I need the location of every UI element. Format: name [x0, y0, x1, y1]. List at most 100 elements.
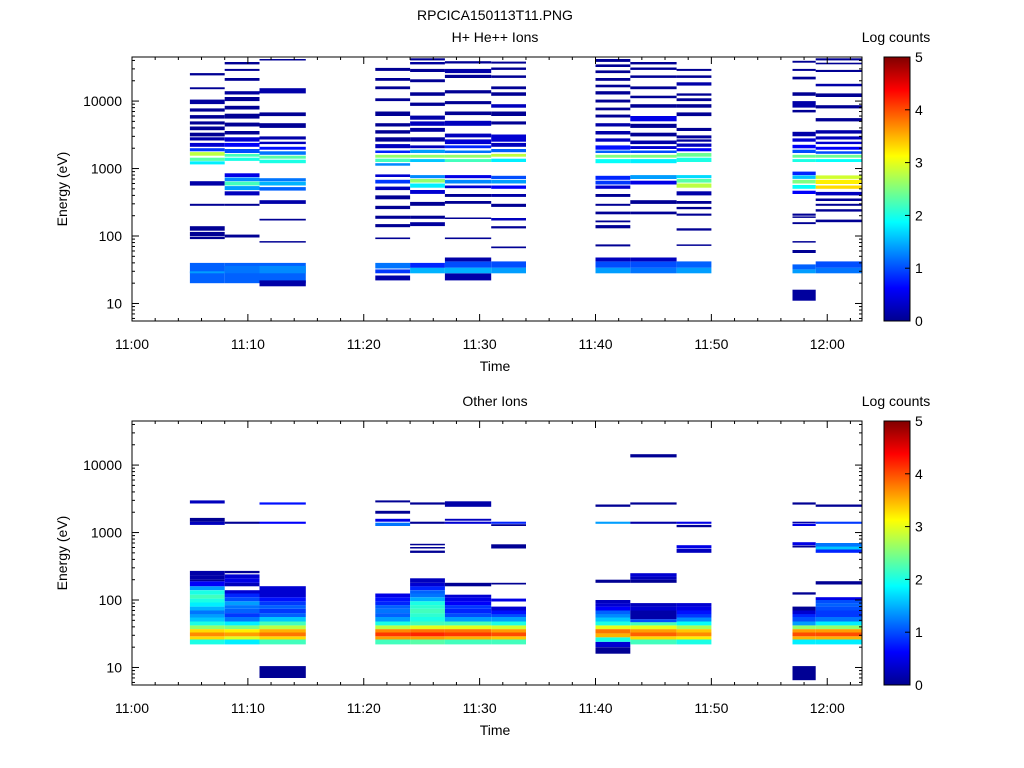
heatmap-cell	[189, 121, 225, 125]
heatmap-cell	[410, 58, 445, 61]
heatmap-cell	[491, 582, 526, 585]
heatmap-cell	[630, 632, 677, 637]
heatmap-cell	[815, 521, 862, 524]
heatmap-cell	[676, 104, 712, 108]
heatmap-cell	[224, 617, 260, 622]
x-tick-label: 11:00	[115, 336, 149, 352]
colorbar-label: Log counts	[862, 29, 931, 45]
heatmap-cell	[259, 629, 306, 633]
heatmap-cell	[676, 201, 712, 204]
heatmap-cell	[224, 601, 260, 606]
heatmap-cell	[491, 636, 526, 640]
heatmap-cell	[189, 621, 225, 626]
figure-title: RPCICA150113T11.PNG	[417, 7, 573, 23]
heatmap-cell	[444, 613, 492, 617]
heatmap-cell	[444, 621, 492, 626]
heatmap-cell	[189, 161, 225, 165]
heatmap-cell	[595, 610, 631, 615]
heatmap-cell	[224, 62, 260, 65]
heatmap-cell	[491, 67, 526, 70]
heatmap-cell	[189, 639, 225, 645]
heatmap-cell	[224, 173, 260, 177]
heatmap-cell	[375, 500, 411, 503]
heatmap-cell	[595, 603, 631, 607]
heatmap-cell	[375, 67, 411, 71]
heatmap-cell	[595, 78, 631, 81]
heatmap-cell	[815, 610, 862, 615]
heatmap-cell	[792, 109, 816, 113]
heatmap-cell	[224, 265, 260, 274]
heatmap-cell	[630, 62, 677, 65]
heatmap-cell	[224, 105, 260, 110]
heatmap-cell	[189, 115, 225, 119]
heatmap-cell	[792, 185, 816, 189]
heatmap-cell	[676, 603, 712, 607]
x-tick-label: 11:10	[231, 336, 265, 352]
heatmap-cell	[630, 95, 677, 99]
heatmap-cell	[224, 582, 260, 587]
heatmap-cell	[630, 180, 677, 185]
heatmap-cell	[259, 159, 306, 164]
heatmap-cell	[815, 69, 862, 72]
heatmap-cell	[444, 639, 492, 645]
heatmap-cell	[410, 201, 445, 206]
heatmap-cell	[491, 149, 526, 153]
heatmap-cell	[444, 273, 492, 281]
heatmap-cell	[815, 198, 862, 201]
heatmap-cell	[259, 146, 306, 150]
heatmap-cell	[189, 581, 225, 587]
heatmap-cell	[630, 521, 677, 524]
heatmap-cell	[410, 145, 445, 149]
heatmap-cell	[259, 200, 306, 204]
heatmap-cell	[815, 625, 862, 630]
heatmap-cell	[676, 183, 712, 188]
heatmap-cell	[595, 211, 631, 215]
heatmap-cell	[792, 154, 816, 158]
colorbar-tick-label: 2	[915, 207, 923, 223]
heatmap-cell	[224, 142, 260, 147]
x-tick-label: 11:00	[115, 700, 149, 716]
heatmap-cell	[676, 175, 712, 179]
heatmap-cell	[224, 234, 260, 238]
heatmap-cell	[595, 641, 631, 648]
heatmap-cell	[630, 159, 677, 164]
heatmap-cell	[630, 625, 677, 630]
heatmap-cell	[224, 621, 260, 626]
heatmap-cell	[375, 86, 411, 90]
y-tick-label: 1000	[91, 525, 122, 541]
heatmap-cell	[630, 67, 677, 70]
heatmap-cell	[595, 257, 631, 262]
heatmap-cell	[595, 70, 631, 74]
heatmap-cell	[676, 267, 712, 274]
x-tick-label: 12:00	[810, 700, 845, 716]
heatmap-cell	[259, 155, 306, 159]
heatmap-cell	[259, 141, 306, 145]
x-tick-label: 11:30	[463, 336, 497, 352]
colorbar-tick-label: 0	[915, 313, 923, 329]
heatmap-cell	[676, 545, 712, 549]
heatmap-cell	[224, 597, 260, 602]
plot-frame	[131, 420, 863, 686]
panel-h-he-ions: H+ He++ Ions 11:00 11:10 11:20 11:30 11:40 11:…	[54, 29, 930, 374]
heatmap-cell	[491, 121, 526, 125]
heatmap-cell	[792, 542, 816, 546]
heatmap-cell	[595, 625, 631, 630]
heatmap-cell	[792, 666, 816, 681]
heatmap-cell	[792, 190, 816, 194]
heatmap-cell	[224, 632, 260, 637]
heatmap-cell	[815, 141, 862, 145]
heatmap-cell	[224, 131, 260, 135]
heatmap-cell	[444, 111, 492, 116]
heatmap-cell	[189, 231, 225, 236]
heatmap-cell	[491, 134, 526, 142]
heatmap-cell	[410, 593, 445, 598]
heatmap-cell	[815, 267, 862, 274]
heatmap-cell	[259, 586, 306, 598]
heatmap-cell	[410, 621, 445, 626]
heatmap-cell	[259, 636, 306, 640]
heatmap-cell	[595, 647, 631, 654]
heatmap-cell	[676, 157, 712, 162]
colorbar-label: Log counts	[862, 393, 931, 409]
heatmap-cell	[792, 68, 816, 71]
heatmap-cell	[224, 578, 260, 583]
